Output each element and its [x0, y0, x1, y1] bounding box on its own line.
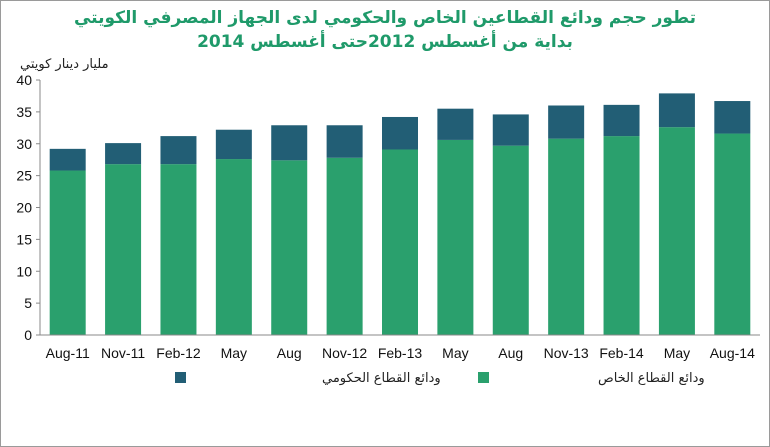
bar-government-sector: [658, 93, 695, 128]
y-tick-label: 20: [16, 200, 32, 216]
x-tick-label: May: [442, 345, 468, 361]
legend-swatch-government: [175, 372, 186, 383]
chart-subtitle: بداية من أغسطس 2012حتى أغسطس 2014: [197, 32, 573, 52]
bar-private-sector: [382, 149, 418, 335]
bar-government-sector: [437, 108, 474, 140]
y-tick-label: 30: [16, 136, 32, 152]
bar-private-sector: [437, 139, 474, 335]
bar-government-sector: [326, 125, 363, 158]
bar-private-sector: [271, 160, 308, 335]
legend-label-private: ودائع القطاع الخاص: [598, 371, 705, 386]
bar-government-sector: [548, 105, 585, 139]
bar-government-sector: [714, 101, 751, 134]
bar-private-sector: [548, 138, 585, 335]
bar-private-sector: [49, 170, 86, 335]
bar-government-sector: [492, 114, 529, 146]
y-tick-label: 0: [24, 327, 32, 343]
y-tick-label: 15: [16, 231, 32, 247]
bar-private-sector: [658, 127, 695, 335]
legend: ودائع القطاع الحكومي ودائع القطاع الخاص: [175, 371, 705, 386]
x-tick-label: May: [664, 345, 690, 361]
chart-title: تطور حجم ودائع القطاعين الخاص والحكومي ل…: [73, 8, 697, 28]
x-tick-label: Aug: [277, 345, 302, 361]
bar-government-sector: [603, 104, 640, 137]
bar-private-sector: [714, 133, 751, 335]
y-tick-label: 5: [24, 295, 32, 311]
y-axis-label: مليار دينار كويتي: [20, 57, 109, 72]
bar-private-sector: [215, 159, 252, 335]
y-tick-label: 10: [16, 263, 32, 279]
x-tick-label: Nov-11: [101, 345, 145, 361]
bar-private-sector: [105, 164, 142, 335]
x-tick-label: Nov-12: [322, 345, 367, 361]
y-tick-label: 40: [16, 72, 32, 88]
legend-swatch-private: [478, 372, 489, 383]
x-tick-label: Aug-14: [710, 345, 755, 361]
bar-private-sector: [603, 136, 640, 335]
legend-label-government: ودائع القطاع الحكومي: [322, 371, 441, 386]
x-tick-label: Feb-13: [378, 345, 423, 361]
y-tick-label: 25: [16, 168, 32, 184]
bar-government-sector: [215, 129, 252, 160]
bar-private-sector: [160, 164, 197, 335]
bar-private-sector: [492, 145, 529, 335]
bar-government-sector: [160, 136, 197, 165]
bar-government-sector: [271, 125, 308, 161]
x-tick-label: Nov-13: [544, 345, 589, 361]
y-tick-label: 35: [16, 104, 32, 120]
bar-private-sector: [326, 157, 363, 335]
x-tick-label: Feb-14: [599, 345, 644, 361]
x-tick-label: Feb-12: [156, 345, 201, 361]
bar-government-sector: [382, 116, 418, 150]
x-tick-label: Aug-11: [46, 345, 90, 361]
y-axis: 0 5 10 15 20 25 30 35 40: [16, 72, 41, 343]
x-axis: Aug-11 Nov-11 Feb-12 May Aug Nov-12 Feb-13 May A…: [40, 334, 760, 361]
bar-government-sector: [105, 143, 142, 165]
x-tick-label: May: [221, 345, 247, 361]
bars: [49, 93, 751, 335]
bar-government-sector: [49, 148, 86, 171]
x-tick-label: Aug: [498, 345, 523, 361]
